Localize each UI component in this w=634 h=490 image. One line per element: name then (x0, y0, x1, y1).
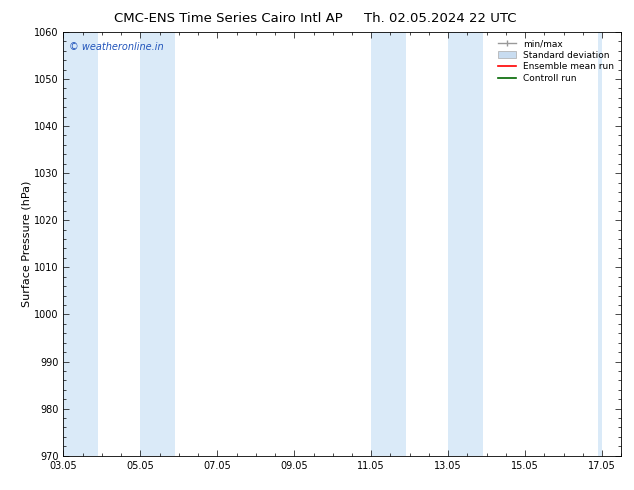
Text: Th. 02.05.2024 22 UTC: Th. 02.05.2024 22 UTC (365, 12, 517, 25)
Text: CMC-ENS Time Series Cairo Intl AP: CMC-ENS Time Series Cairo Intl AP (114, 12, 342, 25)
Bar (140, 32, 175, 456)
Bar (63, 32, 98, 456)
Bar (372, 32, 406, 456)
Legend: min/max, Standard deviation, Ensemble mean run, Controll run: min/max, Standard deviation, Ensemble me… (495, 36, 617, 86)
Bar (598, 32, 602, 456)
Y-axis label: Surface Pressure (hPa): Surface Pressure (hPa) (21, 181, 31, 307)
Text: © weatheronline.in: © weatheronline.in (69, 43, 164, 52)
Bar (448, 32, 483, 456)
